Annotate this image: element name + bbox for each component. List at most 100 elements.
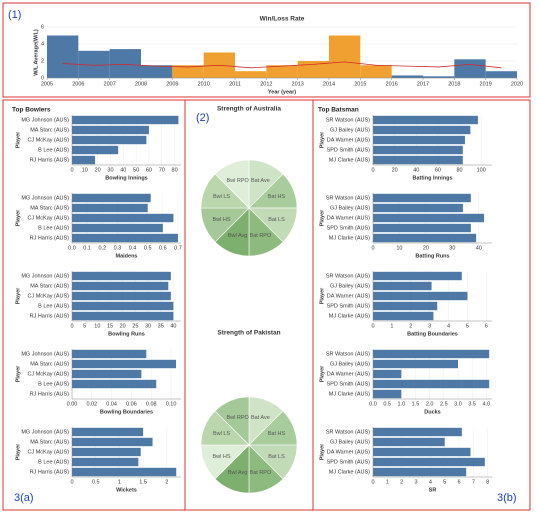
- chart-title: Win/Loss Rate: [260, 16, 305, 23]
- y-tick-label: CJ McKay (AUS): [27, 371, 69, 377]
- bar: [172, 65, 204, 78]
- y-axis-title: W/L Average(W/L): [33, 29, 39, 76]
- slice-label: Bwl HS: [212, 454, 230, 460]
- x-axis-title: Bowling Innings: [105, 175, 147, 181]
- x-tick-label: 1.5: [139, 479, 147, 485]
- x-tick-label: 0.6: [159, 245, 167, 251]
- slice-label: Bwl RPO: [226, 178, 249, 184]
- y-tick-label: MG Johnson (AUS): [21, 273, 69, 279]
- x-tick-label: 35: [158, 323, 164, 329]
- bar: [72, 447, 141, 457]
- y-tick-label: RJ Harris (AUS): [30, 469, 70, 475]
- y-tick-label: SR Watson (AUS): [326, 351, 370, 357]
- y-tick-label: DA Warner (AUS): [327, 371, 370, 377]
- bar: [373, 457, 485, 467]
- y-tick-label: CJ McKay (AUS): [27, 293, 69, 299]
- x-tick-label: 60: [435, 167, 441, 173]
- bar: [109, 49, 141, 78]
- x-tick-label: 40: [476, 245, 482, 251]
- bar: [72, 437, 153, 447]
- bar: [72, 427, 144, 437]
- bar: [373, 281, 432, 291]
- x-tick-label: 0.00: [67, 401, 78, 407]
- x-tick-label: 0.06: [126, 401, 137, 407]
- bar: [373, 437, 445, 447]
- y-tick-label: MA Starc (AUS): [30, 127, 69, 133]
- x-tick-label: 2016: [386, 81, 398, 87]
- x-axis-title: Year (year): [268, 89, 296, 95]
- y-tick-label: MG Johnson (AUS): [21, 195, 69, 201]
- x-tick-label: 0.5: [144, 245, 152, 251]
- x-tick-label: 0: [371, 167, 374, 173]
- x-tick-label: 0: [70, 167, 73, 173]
- bar: [72, 193, 151, 203]
- bar: [373, 467, 467, 477]
- x-tick-label: 1: [390, 323, 393, 329]
- y-tick-label: MA Starc (AUS): [30, 439, 69, 445]
- x-tick-label: 0.2: [98, 245, 106, 251]
- slice-label: Bat RPO: [250, 470, 272, 476]
- bar: [72, 125, 149, 135]
- bar: [72, 291, 171, 301]
- x-tick-label: 0.5: [383, 401, 391, 407]
- x-tick-label: 2010: [198, 81, 210, 87]
- y-tick-label: 4: [41, 41, 44, 47]
- x-axis-title: SR: [429, 487, 437, 493]
- bar: [72, 115, 179, 125]
- y-tick-label: B Lee (AUS): [38, 459, 69, 465]
- y-axis-title: Player: [319, 443, 325, 460]
- y-tick-label: GJ Bailey (AUS): [330, 205, 370, 211]
- y-tick-label: SPD Smith (AUS): [327, 459, 371, 465]
- bar: [373, 427, 462, 437]
- y-tick-label: GJ Bailey (AUS): [330, 283, 370, 289]
- y-axis-title: Player: [319, 131, 325, 148]
- x-tick-label: 15: [107, 323, 113, 329]
- x-tick-label: 5: [83, 323, 86, 329]
- bar: [454, 59, 486, 78]
- bar: [391, 75, 423, 78]
- bar: [297, 61, 329, 78]
- x-tick-label: 0.04: [106, 401, 117, 407]
- x-tick-label: 20: [120, 323, 126, 329]
- slice-label: Bat HS: [268, 431, 286, 437]
- x-tick-label: 2008: [135, 81, 147, 87]
- x-tick-label: 70: [159, 167, 165, 173]
- y-tick-label: SPD Smith (AUS): [327, 225, 371, 231]
- x-tick-label: 0: [371, 479, 374, 485]
- bar: [373, 369, 402, 379]
- panel-label: 3(a): [14, 492, 34, 504]
- average-line: [62, 61, 502, 69]
- x-tick-label: 2.0: [426, 401, 434, 407]
- x-tick-label: 3: [428, 323, 431, 329]
- x-tick-label: 10: [396, 245, 402, 251]
- x-tick-label: 0.02: [86, 401, 97, 407]
- y-tick-label: CJ McKay (AUS): [27, 215, 69, 221]
- y-tick-label: DA Warner (AUS): [327, 137, 370, 143]
- heading: Top Bowlers: [12, 107, 51, 114]
- y-tick-label: B Lee (AUS): [38, 381, 69, 387]
- y-tick-label: SR Watson (AUS): [326, 117, 370, 123]
- pie-slice: [214, 396, 250, 446]
- x-tick-label: 2011: [229, 81, 241, 87]
- bar: [72, 349, 147, 359]
- bar: [72, 145, 119, 155]
- x-tick-label: 3.0: [454, 401, 462, 407]
- bar: [72, 213, 174, 223]
- y-tick-label: MG Johnson (AUS): [21, 351, 69, 357]
- slice-label: Bwl LS: [213, 431, 230, 437]
- bar: [72, 301, 174, 311]
- bar: [72, 135, 147, 145]
- y-tick-label: SR Watson (AUS): [326, 273, 370, 279]
- bar: [373, 311, 434, 321]
- bar: [423, 76, 455, 78]
- slice-label: Bwl Avg: [228, 233, 247, 239]
- y-tick-label: MG Johnson (AUS): [21, 117, 69, 123]
- bar: [373, 155, 463, 165]
- x-tick-label: 25: [132, 323, 138, 329]
- y-tick-label: MJ Clarke (AUS): [329, 469, 370, 475]
- bar: [373, 291, 468, 301]
- y-tick-label: B Lee (AUS): [38, 147, 69, 153]
- panel-label: (1): [8, 9, 21, 21]
- x-tick-label: 0.0: [68, 245, 76, 251]
- slice-label: Bwl Avg: [228, 470, 247, 476]
